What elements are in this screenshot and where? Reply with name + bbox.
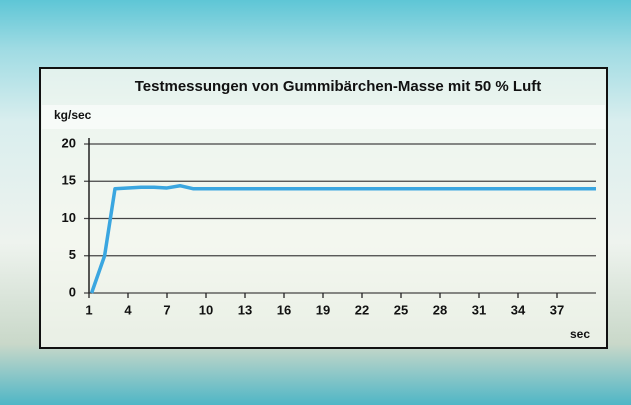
chart-title: Testmessungen von Gummibärchen-Masse mit… bbox=[135, 78, 541, 95]
header-band bbox=[42, 105, 605, 129]
x-tick-label: 34 bbox=[511, 302, 526, 317]
x-tick-label: 1 bbox=[85, 302, 92, 317]
y-axis-label: kg/sec bbox=[54, 108, 92, 122]
y-tick-label: 0 bbox=[69, 284, 76, 299]
x-tick-label: 4 bbox=[124, 302, 132, 317]
chart: Testmessungen von Gummibärchen-Masse mit… bbox=[0, 0, 631, 405]
y-tick-label: 10 bbox=[62, 210, 76, 225]
x-tick-label: 25 bbox=[394, 302, 408, 317]
y-tick-label: 5 bbox=[69, 247, 76, 262]
x-tick-label: 22 bbox=[355, 302, 369, 317]
x-tick-label: 28 bbox=[433, 302, 447, 317]
x-tick-label: 37 bbox=[550, 302, 564, 317]
y-tick-label: 20 bbox=[62, 135, 76, 150]
x-tick-label: 13 bbox=[238, 302, 252, 317]
x-tick-label: 19 bbox=[316, 302, 330, 317]
x-tick-label: 16 bbox=[277, 302, 291, 317]
x-tick-label: 7 bbox=[163, 302, 170, 317]
x-axis-label: sec bbox=[570, 327, 590, 341]
page: Testmessungen von Gummibärchen-Masse mit… bbox=[0, 0, 631, 405]
y-tick-label: 15 bbox=[62, 173, 76, 188]
x-tick-label: 10 bbox=[199, 302, 213, 317]
x-tick-label: 31 bbox=[472, 302, 486, 317]
